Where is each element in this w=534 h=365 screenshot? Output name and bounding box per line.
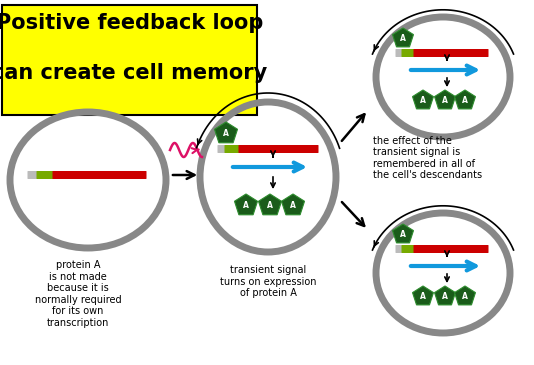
- Text: transient signal
turns on expression
of protein A: transient signal turns on expression of …: [220, 265, 316, 298]
- FancyBboxPatch shape: [413, 245, 489, 253]
- Polygon shape: [392, 224, 413, 243]
- Text: A: A: [442, 292, 448, 301]
- Bar: [2, 5, 257, 115]
- Polygon shape: [435, 286, 456, 305]
- Text: A: A: [400, 34, 406, 43]
- Polygon shape: [435, 90, 456, 109]
- FancyBboxPatch shape: [217, 145, 225, 153]
- FancyBboxPatch shape: [402, 245, 414, 253]
- Text: A: A: [462, 292, 468, 301]
- Text: A: A: [420, 292, 426, 301]
- FancyBboxPatch shape: [27, 171, 37, 179]
- Text: A: A: [223, 129, 229, 138]
- Text: A: A: [290, 201, 296, 210]
- Text: A: A: [462, 96, 468, 105]
- Text: protein A
is not made
because it is
normally required
for its own
transcription: protein A is not made because it is norm…: [35, 260, 121, 328]
- FancyBboxPatch shape: [36, 171, 53, 179]
- Text: A: A: [420, 96, 426, 105]
- FancyBboxPatch shape: [402, 49, 414, 57]
- FancyBboxPatch shape: [52, 171, 146, 179]
- FancyBboxPatch shape: [224, 145, 240, 153]
- Polygon shape: [392, 28, 413, 47]
- FancyBboxPatch shape: [413, 49, 489, 57]
- Text: the effect of the
transient signal is
remembered in all of
the cell's descendant: the effect of the transient signal is re…: [373, 136, 482, 180]
- Text: can create cell memory: can create cell memory: [0, 63, 267, 83]
- FancyBboxPatch shape: [396, 49, 403, 57]
- Polygon shape: [234, 194, 257, 215]
- Polygon shape: [454, 90, 475, 109]
- FancyBboxPatch shape: [396, 245, 403, 253]
- Polygon shape: [281, 194, 304, 215]
- Text: A: A: [267, 201, 273, 210]
- Text: A: A: [243, 201, 249, 210]
- Text: A: A: [400, 230, 406, 239]
- Polygon shape: [454, 286, 475, 305]
- Polygon shape: [258, 194, 281, 215]
- Text: A: A: [442, 96, 448, 105]
- Polygon shape: [413, 286, 434, 305]
- Text: Positive feedback loop: Positive feedback loop: [0, 13, 263, 33]
- Polygon shape: [215, 122, 238, 143]
- FancyBboxPatch shape: [239, 145, 318, 153]
- Polygon shape: [413, 90, 434, 109]
